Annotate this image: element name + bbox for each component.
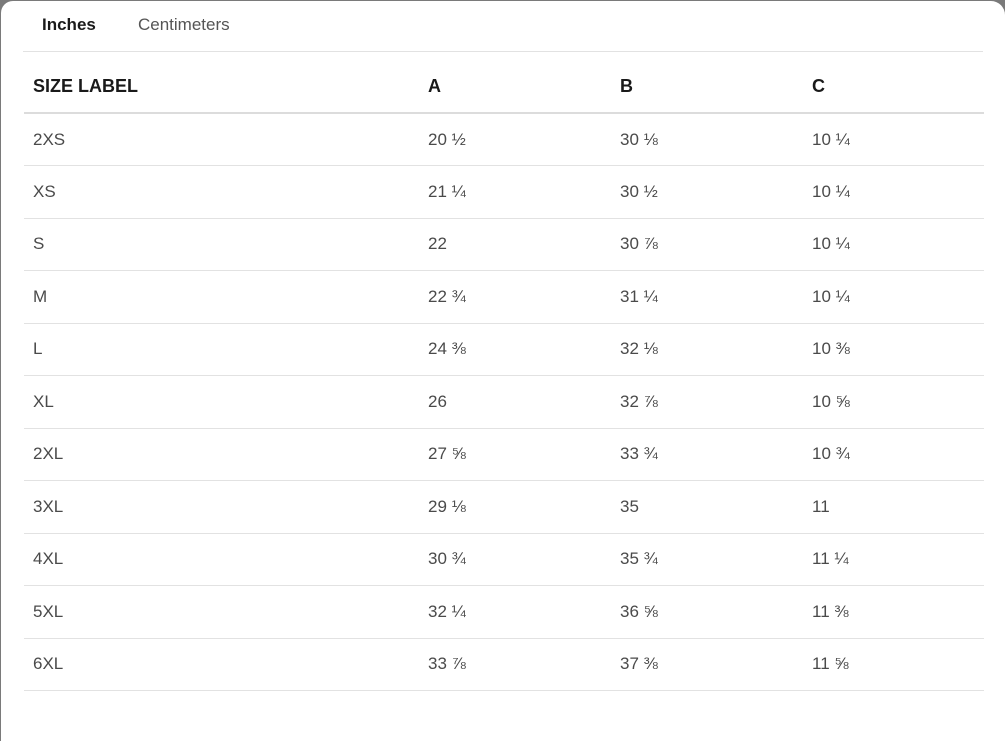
c-cell: 10 ¼ [803,165,984,219]
unit-tabs: Inches Centimeters [23,1,983,52]
c-cell: 10 ⅜ [803,323,984,376]
a-cell: 22 [419,218,611,271]
size-label-cell: M [24,270,419,324]
c-cell: 11 ¼ [803,533,984,586]
b-cell: 30 ½ [611,165,803,219]
table-row: 5XL 32 ¼ 36 ⅝ 11 ⅜ [24,585,984,639]
a-cell: 32 ¼ [419,585,611,639]
size-label-cell: 5XL [24,585,419,639]
c-cell: 11 ⅜ [803,585,984,639]
table-row: 2XS 20 ½ 30 ⅛ 10 ¼ [24,113,984,166]
b-cell: 32 ⅛ [611,323,803,376]
a-cell: 24 ⅜ [419,323,611,376]
size-table: SIZE LABEL A B C 2XS 20 ½ 30 ⅛ 10 ¼ XS 21 ¼ 30… [24,61,984,691]
b-cell: 30 ⅛ [611,113,803,166]
size-label-cell: L [24,323,419,376]
tab-inches[interactable]: Inches [42,15,96,34]
table-row: 6XL 33 ⅞ 37 ⅜ 11 ⅝ [24,638,984,691]
table-row: XL 26 32 ⅞ 10 ⅝ [24,375,984,429]
header-b: B [611,61,803,114]
c-cell: 11 ⅝ [803,638,984,691]
size-label-cell: XL [24,375,419,429]
size-label-cell: XS [24,165,419,219]
table-header-row: SIZE LABEL A B C [24,61,984,114]
header-a: A [419,61,611,114]
a-cell: 21 ¼ [419,165,611,219]
c-cell: 10 ¾ [803,428,984,481]
c-cell: 11 [803,480,984,534]
b-cell: 30 ⅞ [611,218,803,271]
b-cell: 35 [611,480,803,534]
table-row: 4XL 30 ¾ 35 ¾ 11 ¼ [24,533,984,586]
b-cell: 35 ¾ [611,533,803,586]
c-cell: 10 ¼ [803,113,984,166]
header-size-label: SIZE LABEL [24,61,419,114]
a-cell: 20 ½ [419,113,611,166]
table-row: L 24 ⅜ 32 ⅛ 10 ⅜ [24,323,984,376]
table-row: S 22 30 ⅞ 10 ¼ [24,218,984,271]
size-label-cell: 3XL [24,480,419,534]
a-cell: 33 ⅞ [419,638,611,691]
b-cell: 36 ⅝ [611,585,803,639]
c-cell: 10 ¼ [803,218,984,271]
a-cell: 26 [419,375,611,429]
a-cell: 30 ¾ [419,533,611,586]
a-cell: 27 ⅝ [419,428,611,481]
c-cell: 10 ⅝ [803,375,984,429]
table-row: XS 21 ¼ 30 ½ 10 ¼ [24,165,984,219]
b-cell: 33 ¾ [611,428,803,481]
size-label-cell: S [24,218,419,271]
tab-centimeters[interactable]: Centimeters [138,15,230,34]
b-cell: 32 ⅞ [611,375,803,429]
b-cell: 31 ¼ [611,270,803,324]
c-cell: 10 ¼ [803,270,984,324]
size-label-cell: 2XS [24,113,419,166]
b-cell: 37 ⅜ [611,638,803,691]
size-label-cell: 2XL [24,428,419,481]
table-row: 2XL 27 ⅝ 33 ¾ 10 ¾ [24,428,984,481]
table-row: M 22 ¾ 31 ¼ 10 ¼ [24,270,984,324]
a-cell: 22 ¾ [419,270,611,324]
size-label-cell: 4XL [24,533,419,586]
table-row: 3XL 29 ⅛ 35 11 [24,480,984,534]
a-cell: 29 ⅛ [419,480,611,534]
header-c: C [803,61,984,114]
size-label-cell: 6XL [24,638,419,691]
